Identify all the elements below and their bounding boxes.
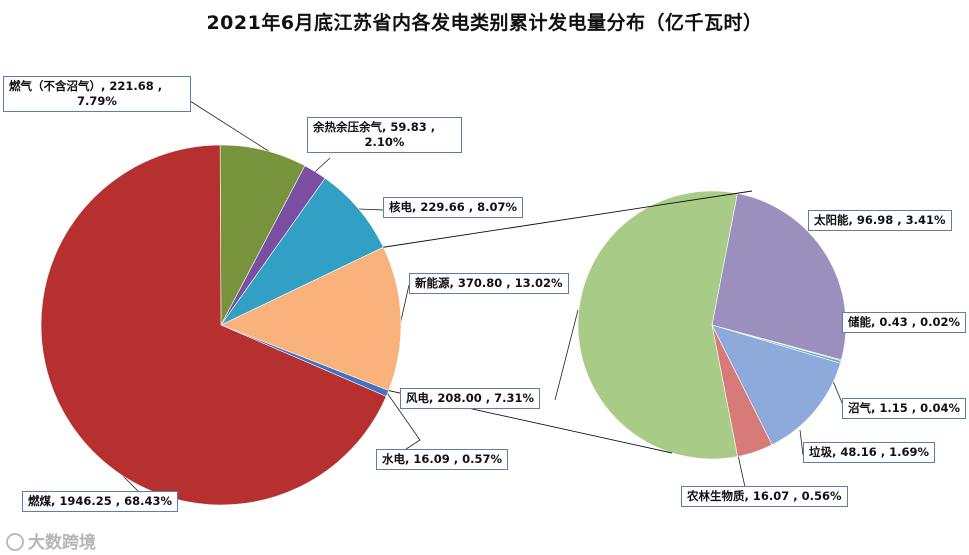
leader-hydro	[387, 393, 421, 454]
leader-waste-heat	[314, 157, 331, 172]
slice-solar	[711, 193, 847, 361]
main-pie	[40, 144, 402, 506]
label-biogas: 沼气, 1.15 , 0.04%	[842, 398, 967, 419]
secondary-pie	[577, 190, 847, 460]
watermark: 大数跨境	[6, 528, 96, 553]
label-waste-heat-line1: 余热余压余气, 59.83 ,	[313, 120, 436, 134]
label-storage: 储能, 0.43 , 0.02%	[842, 312, 967, 333]
label-new-energy: 新能源, 370.80 , 13.02%	[409, 273, 569, 294]
label-gas-line2: 7.79%	[77, 94, 117, 108]
label-biomass: 农林生物质, 16.07 , 0.56%	[681, 486, 848, 507]
slice-wind	[577, 190, 738, 460]
label-gas: 燃气（不含沼气）, 221.68 , 7.79%	[3, 76, 191, 112]
connector-line-top	[383, 190, 753, 248]
label-hydro: 水电, 16.09 , 0.57%	[376, 449, 509, 470]
leader-lines	[70, 100, 846, 494]
label-waste-heat: 余热余压余气, 59.83 , 2.10%	[307, 117, 462, 153]
watermark-logo-icon	[6, 533, 24, 551]
label-solar: 太阳能, 96.98 , 3.41%	[808, 210, 952, 231]
leader-wind	[554, 309, 579, 401]
watermark-text: 大数跨境	[28, 533, 96, 553]
label-nuclear: 核电, 229.66 , 8.07%	[383, 197, 524, 218]
label-wind: 风电, 208.00 , 7.31%	[400, 388, 541, 409]
slice-nuclear	[220, 177, 384, 326]
leader-biomass	[737, 454, 746, 488]
label-coal: 燃煤, 1946.25 , 68.43%	[22, 491, 179, 512]
leader-nuclear	[358, 208, 384, 211]
label-gas-line1: 燃气（不含沼气）, 221.68 ,	[9, 79, 163, 93]
label-garbage: 垃圾, 48.16 , 1.69%	[803, 442, 936, 463]
slice-coal	[40, 144, 387, 506]
slice-garbage	[711, 324, 841, 446]
leader-new-energy	[399, 284, 410, 326]
chart-title: 2021年6月底江苏省内各发电类别累计发电量分布（亿千瓦时）	[206, 12, 763, 34]
slice-new-energy	[220, 246, 402, 391]
label-waste-heat-line2: 2.10%	[364, 135, 405, 149]
leader-gas	[189, 100, 271, 153]
leader-garbage	[799, 429, 804, 456]
